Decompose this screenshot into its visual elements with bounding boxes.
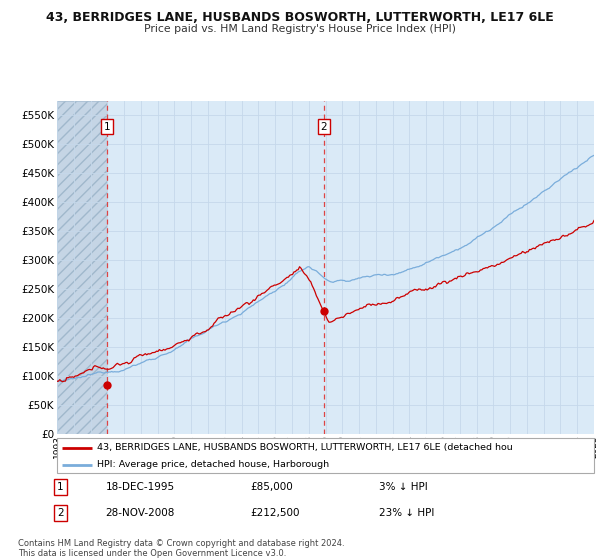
Text: HPI: Average price, detached house, Harborough: HPI: Average price, detached house, Harb… [97, 460, 329, 469]
Text: 18-DEC-1995: 18-DEC-1995 [106, 482, 175, 492]
Text: 2: 2 [57, 508, 64, 518]
Text: 2: 2 [320, 122, 328, 132]
Text: £212,500: £212,500 [250, 508, 300, 518]
Text: Contains HM Land Registry data © Crown copyright and database right 2024.: Contains HM Land Registry data © Crown c… [18, 539, 344, 548]
Text: 43, BERRIDGES LANE, HUSBANDS BOSWORTH, LUTTERWORTH, LE17 6LE: 43, BERRIDGES LANE, HUSBANDS BOSWORTH, L… [46, 11, 554, 24]
Bar [57, 101, 107, 434]
Text: 1: 1 [57, 482, 64, 492]
Text: 28-NOV-2008: 28-NOV-2008 [106, 508, 175, 518]
Text: Price paid vs. HM Land Registry's House Price Index (HPI): Price paid vs. HM Land Registry's House … [144, 24, 456, 34]
Text: 43, BERRIDGES LANE, HUSBANDS BOSWORTH, LUTTERWORTH, LE17 6LE (detached hou: 43, BERRIDGES LANE, HUSBANDS BOSWORTH, L… [97, 444, 513, 452]
Text: £85,000: £85,000 [250, 482, 293, 492]
Text: 3% ↓ HPI: 3% ↓ HPI [379, 482, 428, 492]
Text: 1: 1 [103, 122, 110, 132]
Text: 23% ↓ HPI: 23% ↓ HPI [379, 508, 434, 518]
Bar [57, 101, 107, 434]
FancyBboxPatch shape [57, 438, 594, 473]
Text: This data is licensed under the Open Government Licence v3.0.: This data is licensed under the Open Gov… [18, 549, 286, 558]
